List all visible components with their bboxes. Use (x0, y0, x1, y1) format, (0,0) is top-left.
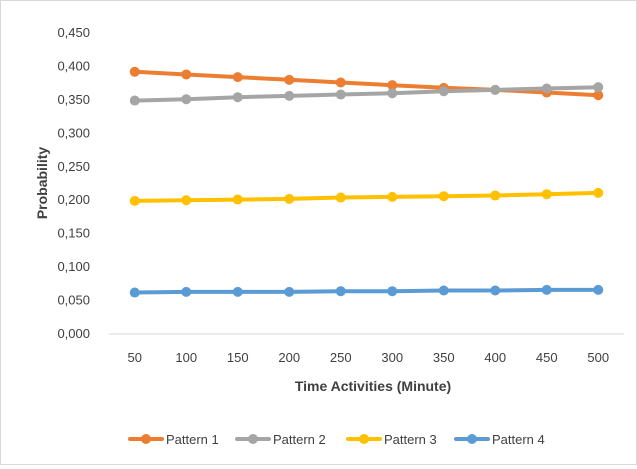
data-point-pattern-1 (284, 74, 295, 85)
data-point-pattern-3 (129, 195, 140, 206)
y-tick-label: 0,350 (57, 92, 90, 107)
data-point-pattern-1 (232, 72, 243, 83)
data-point-pattern-1 (181, 69, 192, 80)
data-point-pattern-3 (284, 193, 295, 204)
x-tick-label: 100 (175, 350, 197, 365)
data-point-pattern-4 (181, 286, 192, 297)
y-tick-label: 0,300 (57, 125, 90, 140)
data-point-pattern-2 (593, 82, 604, 93)
x-axis-title: Time Activities (Minute) (295, 378, 451, 394)
x-tick-label: 250 (330, 350, 352, 365)
data-point-pattern-1 (593, 90, 604, 101)
y-tick-label: 0,250 (57, 159, 90, 174)
data-point-pattern-2 (129, 95, 140, 106)
x-tick-label: 400 (484, 350, 506, 365)
data-point-pattern-3 (438, 191, 449, 202)
series-layer (129, 66, 604, 298)
y-tick-label: 0,450 (57, 25, 90, 40)
series-line-pattern-3 (132, 190, 601, 203)
y-tick-label: 0,200 (57, 192, 90, 207)
series-line-pattern-4 (132, 287, 601, 295)
y-axis-tick-labels: 0,000 0,050 0,100 0,150 0,200 0,250 0,300 0,350… (57, 25, 90, 341)
data-point-pattern-1 (129, 66, 140, 77)
data-point-pattern-2 (232, 92, 243, 103)
y-tick-label: 0,100 (57, 259, 90, 274)
data-point-pattern-3 (232, 194, 243, 205)
y-axis-title: Probability (34, 147, 50, 220)
x-tick-label: 200 (278, 350, 300, 365)
data-point-pattern-2 (387, 88, 398, 99)
data-point-pattern-3 (490, 190, 501, 201)
y-tick-label: 0,400 (57, 58, 90, 73)
data-point-pattern-3 (387, 191, 398, 202)
data-point-pattern-2 (490, 84, 501, 95)
data-point-pattern-4 (387, 286, 398, 297)
data-point-pattern-1 (387, 80, 398, 91)
data-point-pattern-2 (541, 83, 552, 94)
legend-label-pattern-4: Pattern 4 (492, 432, 545, 447)
x-tick-label: 500 (587, 350, 609, 365)
data-point-pattern-4 (541, 284, 552, 295)
data-point-pattern-4 (284, 286, 295, 297)
data-point-pattern-4 (232, 286, 243, 297)
legend-marker-pattern-3 (359, 434, 369, 444)
data-point-pattern-2 (284, 90, 295, 101)
data-point-pattern-4 (335, 286, 346, 297)
legend-label-pattern-3: Pattern 3 (384, 432, 437, 447)
data-point-pattern-4 (490, 285, 501, 296)
data-point-pattern-3 (541, 189, 552, 200)
data-point-pattern-3 (181, 195, 192, 206)
y-tick-label: 0,000 (57, 326, 90, 341)
x-tick-label: 50 (128, 350, 142, 365)
data-point-pattern-2 (335, 89, 346, 100)
series-line-pattern-1 (132, 69, 601, 98)
data-point-pattern-3 (335, 192, 346, 203)
data-point-pattern-4 (129, 287, 140, 298)
data-point-pattern-3 (593, 187, 604, 198)
legend-label-pattern-2: Pattern 2 (273, 432, 326, 447)
series-line-pattern-2 (132, 85, 601, 103)
legend-label-pattern-1: Pattern 1 (166, 432, 219, 447)
x-tick-label: 450 (536, 350, 558, 365)
y-tick-label: 0,050 (57, 293, 90, 308)
x-tick-label: 150 (227, 350, 249, 365)
x-tick-label: 350 (433, 350, 455, 365)
legend-marker-pattern-1 (141, 434, 151, 444)
data-point-pattern-1 (335, 77, 346, 88)
x-tick-label: 300 (381, 350, 403, 365)
data-point-pattern-4 (593, 284, 604, 295)
legend-marker-pattern-4 (467, 434, 477, 444)
legend: Pattern 1 Pattern 2 Pattern 3 Pattern 4 (128, 432, 545, 447)
legend-marker-pattern-2 (248, 434, 258, 444)
data-point-pattern-4 (438, 285, 449, 296)
y-tick-label: 0,150 (57, 226, 90, 241)
x-axis-tick-labels: 50 100 150 200 250 300 350 400 450 500 (128, 350, 610, 365)
data-point-pattern-2 (438, 86, 449, 97)
data-point-pattern-2 (181, 94, 192, 105)
